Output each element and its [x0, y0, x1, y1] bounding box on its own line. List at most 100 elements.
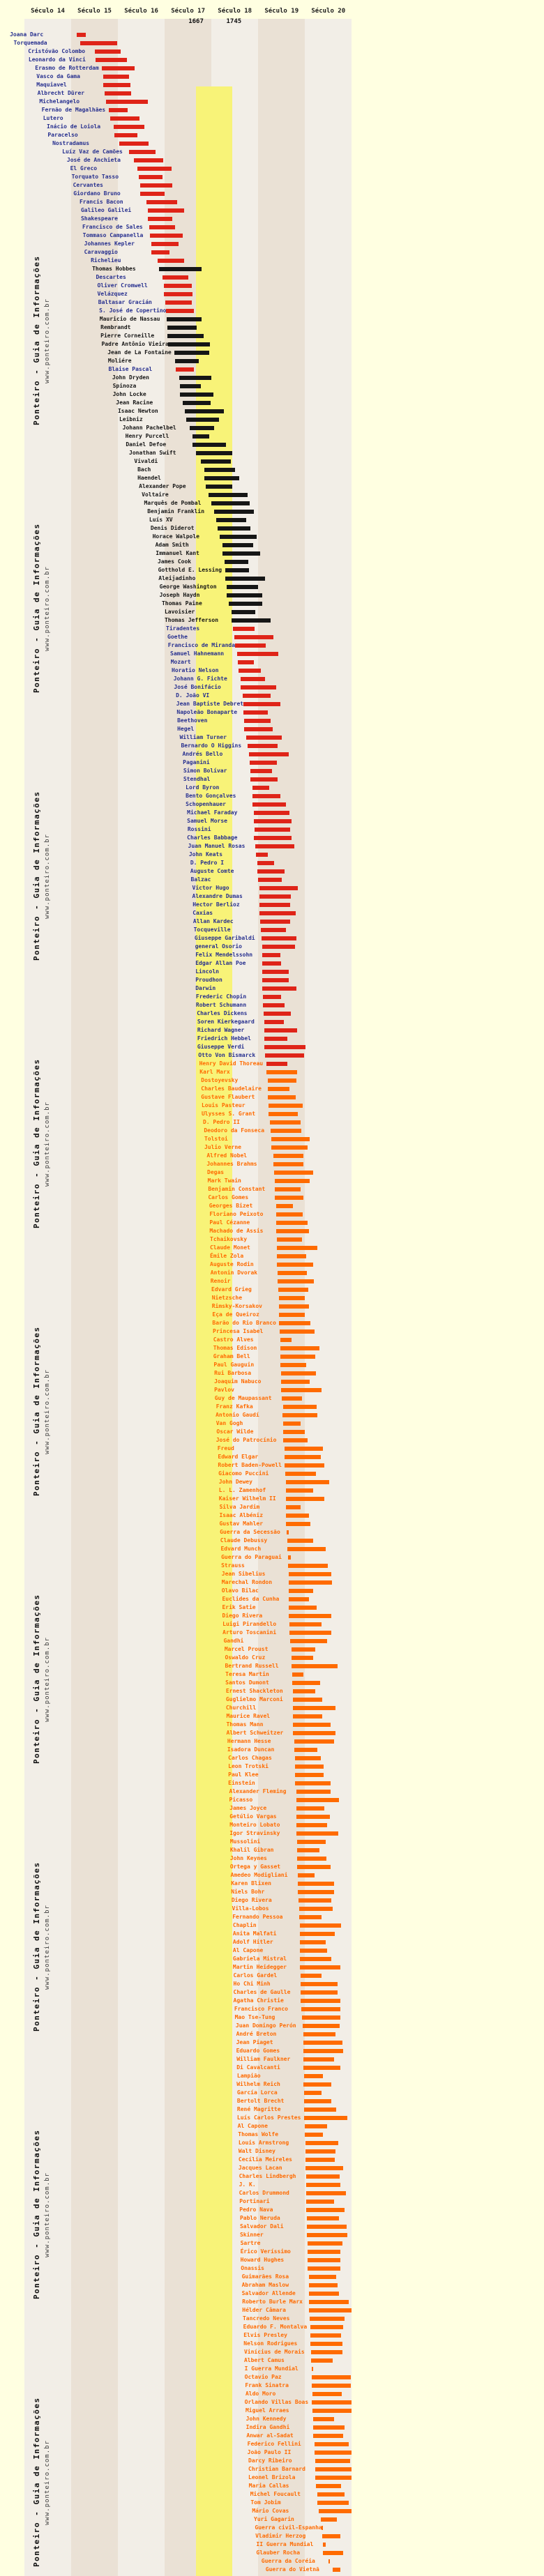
timeline-row: Claude Debussy — [0, 1537, 544, 1545]
timeline-row: Francis Bacon — [0, 198, 544, 206]
lifespan-bar — [308, 2283, 338, 2287]
lifespan-bar — [219, 535, 257, 539]
timeline-row: Pedro Nava — [0, 2206, 544, 2214]
timeline-row: Denis Diderot — [0, 524, 544, 533]
timeline-row: Abraham Maslow — [0, 2281, 544, 2289]
lifespan-bar — [280, 1363, 307, 1367]
lifespan-bar — [295, 1765, 324, 1769]
timeline-row: Louis Armstrong — [0, 2139, 544, 2147]
lifespan-bar — [306, 2233, 347, 2237]
timeline-row: Luís Carlos Prestes — [0, 2114, 544, 2122]
timeline-row: Teresa Martin — [0, 1670, 544, 1679]
person-name-label: Richelieu — [91, 257, 121, 264]
timeline-row: Villa-Lobos — [0, 1905, 544, 1913]
timeline-row: Miguel Arraes — [0, 2407, 544, 2415]
person-name-label: Gustave Flaubert — [201, 1094, 255, 1100]
lifespan-bar — [184, 409, 225, 413]
timeline-row: Guglielmo Marconi — [0, 1695, 544, 1704]
timeline-row: Princesa Isabel — [0, 1327, 544, 1336]
person-name-label: Proudhon — [195, 977, 222, 983]
person-name-label: John Keynes — [229, 1855, 267, 1861]
person-name-label: Einstein — [228, 1780, 255, 1786]
timeline-row: Bertolt Brecht — [0, 2097, 544, 2105]
lifespan-bar — [139, 183, 172, 188]
person-name-label: Otto Von Bismarck — [198, 1052, 256, 1058]
timeline-row: Lavoisier — [0, 608, 544, 616]
person-name-label: Tchaikovsky — [210, 1236, 248, 1242]
person-name-label: Moliére — [107, 358, 132, 364]
person-name-label: Balzac — [190, 876, 211, 883]
person-name-label: Van Gogh — [216, 1420, 243, 1426]
lifespan-bar — [309, 2308, 352, 2312]
lifespan-bar — [296, 1815, 331, 1819]
person-name-label: Charles Babbage — [187, 834, 238, 841]
person-name-label: Johannes Brahms — [206, 1161, 257, 1167]
timeline-row: Proudhon — [0, 976, 544, 984]
timeline-row: Anwar al-Sadat — [0, 2432, 544, 2440]
timeline-row: Oscar Wilde — [0, 1428, 544, 1436]
person-name-label: Immanuel Kant — [156, 550, 199, 556]
person-name-label: Giacomo Puccini — [218, 1470, 269, 1477]
timeline-row: Tchaikovsky — [0, 1235, 544, 1244]
timeline-row: Frank Sinatra — [0, 2381, 544, 2390]
person-name-label: Lavoisier — [164, 609, 195, 615]
lifespan-bar — [311, 2375, 351, 2379]
lifespan-bar — [279, 1313, 305, 1317]
timeline-row: Monteiro Lobato — [0, 1821, 544, 1829]
timeline-row: Guerra do Vietnã — [0, 2566, 544, 2574]
lifespan-bar — [305, 2191, 346, 2195]
person-name-label: Octavio Paz — [244, 2374, 282, 2380]
timeline-row: Oliver Cromwell — [0, 282, 544, 290]
person-name-label: Marechal Rondon — [221, 1579, 273, 1585]
person-name-label: Descartes — [96, 274, 126, 280]
timeline-row: Rembrandt — [0, 323, 544, 332]
person-name-label: Pavlov — [214, 1387, 234, 1393]
person-name-label: Daniel Defoe — [126, 441, 167, 448]
timeline-row: Benjamin Constant — [0, 1185, 544, 1194]
lifespan-bar — [296, 1823, 328, 1827]
lifespan-bar — [168, 342, 211, 346]
person-name-label: Caravaggio — [84, 249, 118, 255]
lifespan-bar — [222, 543, 254, 547]
branding-url-vertical: www.ponteiro.com.br — [44, 298, 51, 383]
timeline-row: William Turner — [0, 733, 544, 742]
person-name-label: general Osorio — [195, 943, 242, 950]
person-name-label: Fernão de Magalhães — [41, 107, 106, 113]
person-name-label: Mao Tse-Tung — [234, 2014, 275, 2020]
person-name-label: Sartre — [240, 2240, 261, 2246]
timeline-row: Tommaso Campanella — [0, 231, 544, 240]
person-name-label: Thomas Jefferson — [164, 617, 219, 623]
timeline-row: Guerra da Secessão — [0, 1528, 544, 1537]
person-name-label: Galileo Galilei — [80, 207, 132, 213]
timeline-row: John Keynes — [0, 1854, 544, 1863]
timeline-row: Charles Dickens — [0, 1009, 544, 1018]
person-name-label: Andrés Bello — [182, 751, 223, 757]
person-name-label: Aleijadinho — [158, 575, 196, 581]
timeline-row: Albrecht Dürer — [0, 89, 544, 98]
timeline-row: Stendhal — [0, 775, 544, 784]
lifespan-bar — [225, 568, 250, 572]
lifespan-bar — [217, 526, 251, 531]
lifespan-bar — [296, 1790, 331, 1794]
person-name-label: Deodoro da Fonseca — [204, 1127, 265, 1134]
person-name-label: Shakespeare — [80, 215, 118, 222]
person-name-label: Guglielmo Marconi — [225, 1696, 283, 1702]
person-name-label: Benjamin Franklin — [147, 508, 205, 515]
timeline-row: Isaac Newton — [0, 407, 544, 416]
timeline-row: Edward Elgar — [0, 1453, 544, 1461]
timeline-row: Jacques Lacan — [0, 2164, 544, 2172]
person-name-label: Pedro Nava — [239, 2207, 273, 2213]
timeline-row: Henry Purcell — [0, 432, 544, 441]
timeline-row: Khalil Gibran — [0, 1846, 544, 1854]
lifespan-bar — [282, 1413, 317, 1417]
person-name-label: Maria Callas — [248, 2483, 289, 2489]
lifespan-bar — [298, 1882, 334, 1886]
lifespan-bar — [273, 1162, 304, 1166]
century-label: Século 20 — [311, 8, 346, 15]
lifespan-bar — [295, 1756, 322, 1760]
person-name-label: Baltasar Gracián — [98, 299, 152, 305]
timeline-row: Guy de Maupassant — [0, 1394, 544, 1403]
lifespan-bar — [114, 133, 137, 137]
person-name-label: Teresa Martin — [225, 1671, 269, 1677]
person-name-label: Elvis Presley — [243, 2332, 287, 2338]
